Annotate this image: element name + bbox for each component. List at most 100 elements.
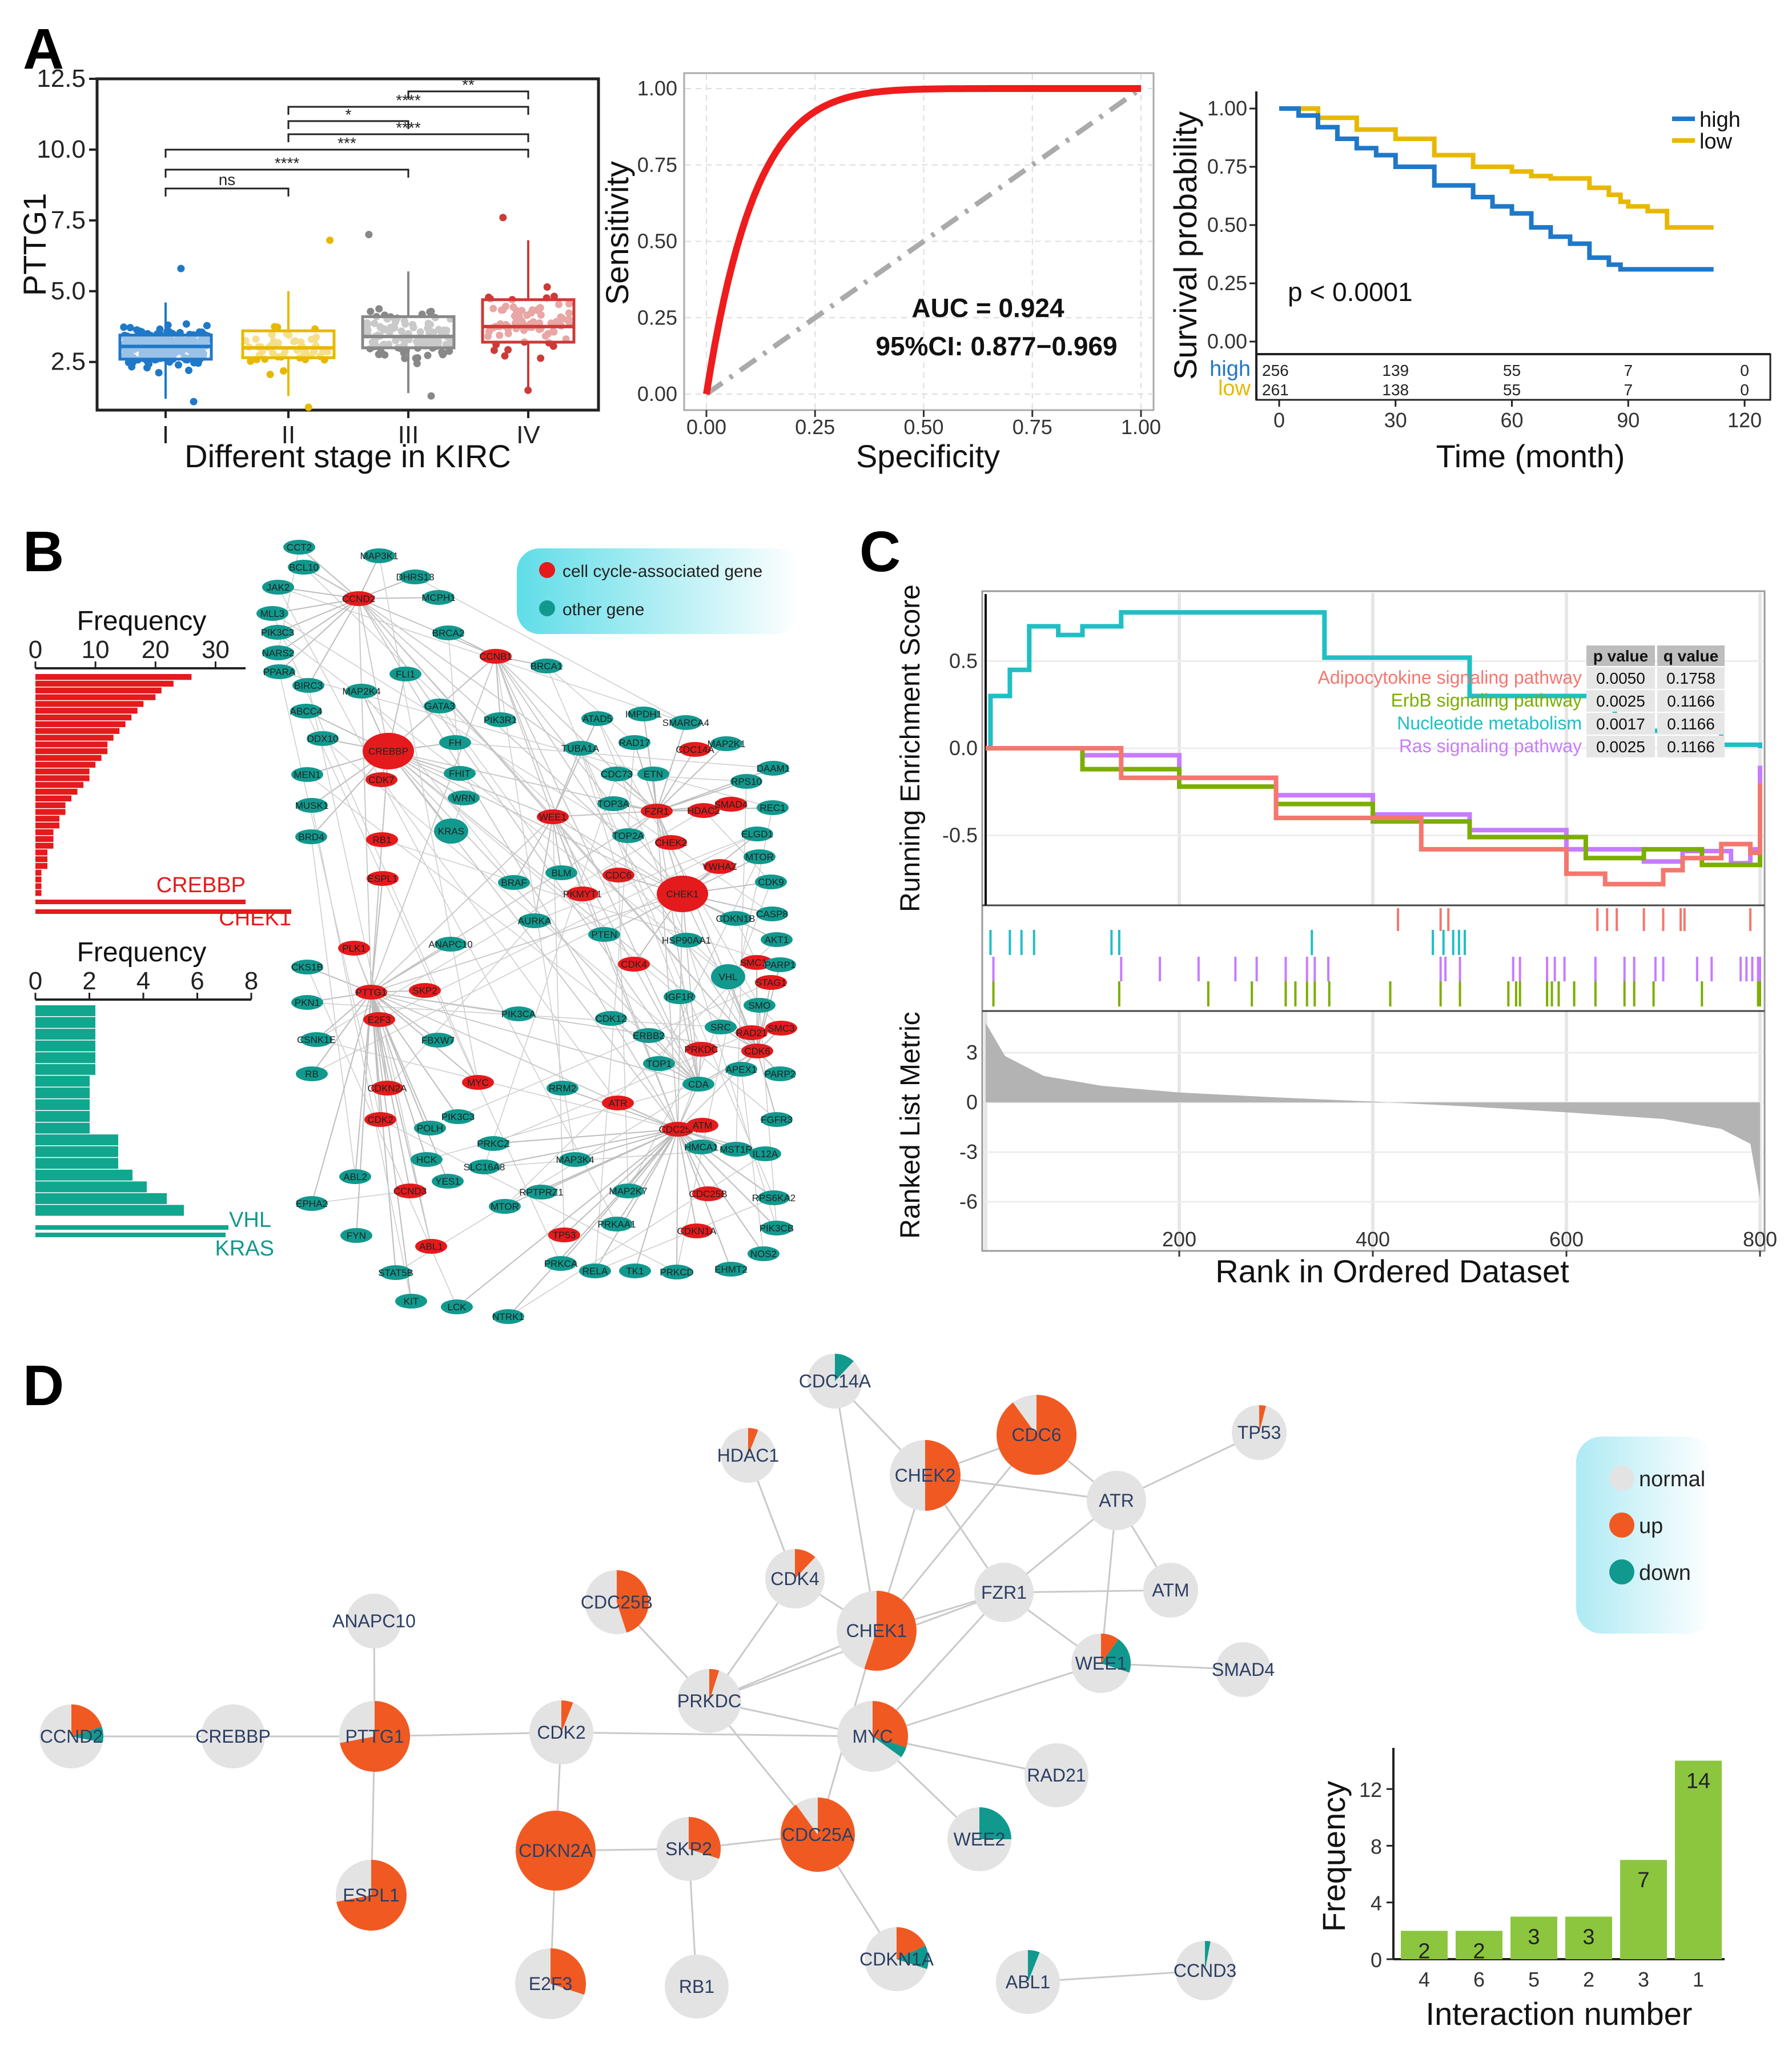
gene-node-up <box>561 1700 573 1732</box>
bar <box>35 1029 95 1040</box>
network-node-label: FZR1 <box>645 806 669 817</box>
network-edge <box>278 587 617 1225</box>
bar <box>35 802 66 808</box>
bar <box>35 1122 90 1134</box>
network-node <box>525 1185 557 1199</box>
table-cell <box>1657 690 1725 712</box>
network-edge <box>546 665 635 743</box>
network-node-label: IL12A <box>753 1149 778 1160</box>
network-node <box>365 772 397 787</box>
network-node <box>704 859 736 874</box>
significance-bracket <box>287 106 529 115</box>
bar <box>35 694 156 700</box>
y-tick-label: 0.5 <box>949 649 978 673</box>
network-node-label: POLH <box>417 1123 443 1134</box>
y-tick-label: 3 <box>966 1041 978 1064</box>
network-node-label: CCT2 <box>287 542 312 553</box>
y-tick-label: 1.00 <box>637 77 677 100</box>
network-edge <box>495 656 576 1160</box>
network-edge <box>875 1434 1038 1631</box>
bar <box>1401 1931 1448 1959</box>
interaction-network-b: CCT2 MAP3K1 BCL10 DHRS13 JAK2 MCPH1 MLL3 CCND2 B… <box>256 540 799 1324</box>
network-node <box>710 736 742 751</box>
network-node-label: PIK3C3 <box>261 627 295 638</box>
bar <box>35 836 54 842</box>
network-node-label: CDKN1B <box>716 913 756 924</box>
network-edge <box>371 992 412 1302</box>
network-node-label: MCPH1 <box>421 592 456 603</box>
significance-label: **** <box>396 91 421 109</box>
x-tick-label: 30 <box>1384 408 1407 432</box>
data-point <box>524 386 532 394</box>
gene-node-label: RB1 <box>679 1976 714 1997</box>
y-tick-label: 0.0 <box>949 736 978 760</box>
gene-node-up <box>1259 1405 1266 1433</box>
network-edge <box>834 1381 878 1631</box>
data-point <box>145 360 153 368</box>
boxplot-chart: 2.55.07.510.012.5 ******************ns I… <box>17 65 600 474</box>
network-node <box>300 1032 332 1047</box>
risk-table-frame <box>1255 353 1771 401</box>
network-node <box>432 625 464 640</box>
bar <box>35 701 144 707</box>
network-node <box>761 932 793 947</box>
freq2-title: Frequency <box>77 937 207 968</box>
gene-node-label: SKP2 <box>665 1839 712 1859</box>
network-edge <box>455 742 774 769</box>
network-node <box>363 548 395 563</box>
network-edge <box>564 1129 678 1235</box>
freq2-label-kras: KRAS <box>215 1237 274 1261</box>
data-point <box>182 320 190 328</box>
gene-node-down <box>979 1807 1011 1839</box>
network-node-label: SMARCA4 <box>662 717 709 728</box>
network-node-label: MAP2K4 <box>342 686 380 697</box>
significance-label: ** <box>462 76 475 94</box>
data-point <box>550 292 558 300</box>
freq1-title: Frequency <box>77 606 207 636</box>
network-node-label: ESPL1 <box>368 873 398 884</box>
network-node-label: EHMT2 <box>714 1264 748 1275</box>
network-node <box>597 796 629 811</box>
frequency-bars-other: Frequency 0 2 4 6 8 VHL KRAS <box>29 937 274 1261</box>
gene-node-label: CDC6 <box>1011 1425 1061 1445</box>
network-edge <box>371 816 553 993</box>
risk-value: 0 <box>1740 362 1749 379</box>
network-edge <box>299 547 359 599</box>
y-tick-label: 7.5 <box>51 206 86 234</box>
x-tick-label: 400 <box>1356 1227 1390 1251</box>
boxplot-significance: ******************ns <box>164 76 529 196</box>
network-node-label: ATAD5 <box>582 713 612 724</box>
network-edge <box>316 810 704 1040</box>
bar <box>35 1040 95 1052</box>
x-tick-label: 2 <box>1583 1968 1594 1991</box>
network-node-label: MST1R <box>720 1144 753 1155</box>
interaction-network-d: CDC14A CDC6 TP53 HDAC1 CHEK2 ATR CDK4 FZR1 ATM CD… <box>39 1354 1713 2019</box>
network-node-label: MAP2K7 <box>609 1186 647 1197</box>
data-point <box>490 346 498 354</box>
bar <box>35 883 42 889</box>
network-node <box>755 874 787 889</box>
y-tick-label: 0.75 <box>637 153 677 176</box>
tick-label: 2 <box>82 967 96 995</box>
legend-cell-cycle-label: cell cycle-associated gene <box>562 562 762 581</box>
gene-node <box>1087 1471 1146 1530</box>
network-node <box>262 580 294 595</box>
bar-chek1 <box>35 909 291 914</box>
x-tick-label: 1 <box>1693 1968 1704 1991</box>
gene-node-up <box>1101 1634 1119 1663</box>
network-edge <box>272 613 629 836</box>
gene-node-up <box>997 1394 1077 1475</box>
network-edge <box>495 656 553 817</box>
bar <box>35 1181 147 1193</box>
network-node-label: CDC6 <box>605 870 632 881</box>
network-node <box>423 590 455 605</box>
data-point <box>365 231 373 239</box>
network-node <box>725 1062 757 1077</box>
bar <box>35 708 138 714</box>
gene-node-down <box>1028 1950 1040 1982</box>
network-edge <box>316 992 372 1040</box>
gene-node-label: ANAPC10 <box>332 1611 416 1631</box>
network-node-label: ATR <box>609 1098 628 1109</box>
y-tick-label: 12 <box>1359 1778 1382 1802</box>
y-tick-label: -0.5 <box>942 824 978 847</box>
